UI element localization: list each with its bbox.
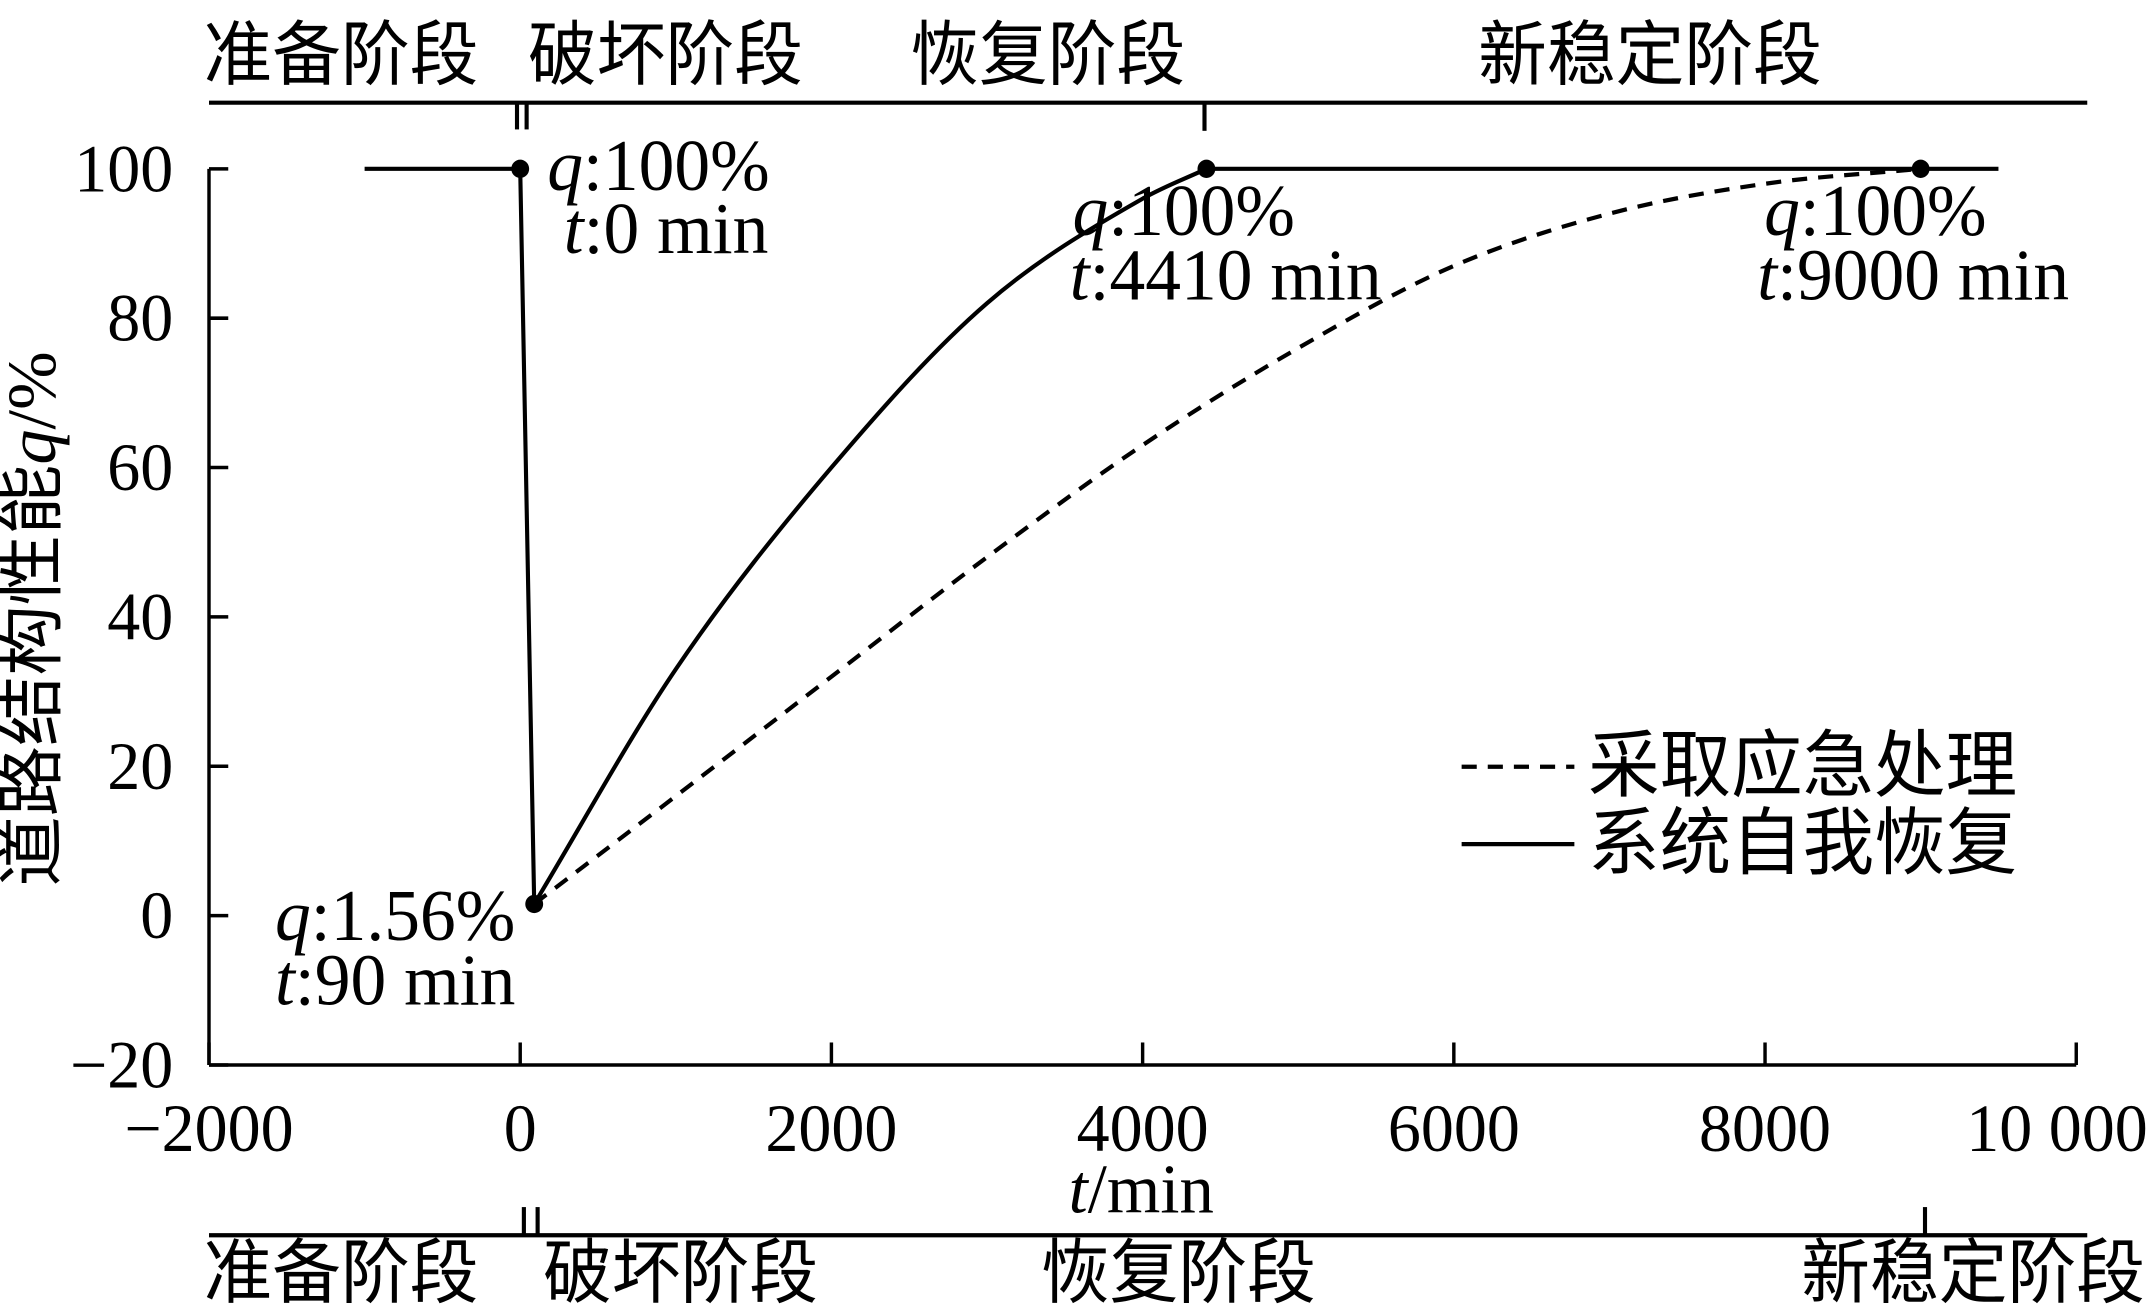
series-line-dashed <box>532 166 1921 906</box>
phase-top-new-stable: 新稳定阶段 <box>1478 17 1822 95</box>
annotation-q-minimum: q:1.56% <box>275 875 515 956</box>
y-axis-label: 道路结构性能q/% <box>0 351 71 886</box>
phase-top-recovery: 恢复阶段 <box>910 17 1185 95</box>
phase-top-preparation: 准备阶段 <box>204 17 479 95</box>
variable-symbol: q <box>275 875 311 956</box>
label-text: :100% <box>1108 170 1295 251</box>
label-text: /min <box>1088 1151 1214 1229</box>
key-point-marker <box>511 159 530 178</box>
key-point-marker <box>1911 159 1930 178</box>
y-tick-label: −20 <box>70 1029 173 1103</box>
label-text: :100% <box>583 125 770 206</box>
phase-bar-bottom: 准备阶段 破坏阶段 恢复阶段 新稳定阶段 <box>204 1207 2145 1313</box>
variable-symbol: q <box>547 125 583 206</box>
series-line-solid <box>364 166 1999 906</box>
phase-bottom-recovery: 恢复阶段 <box>1041 1235 1316 1313</box>
phase-bottom-preparation: 准备阶段 <box>204 1235 479 1313</box>
x-tick-label: 6000 <box>1388 1092 1520 1166</box>
axes: −2000 0 2000 4000 6000 8000 10 000 −20 0 20 40 60 8… <box>0 133 2148 1229</box>
annotation-q-emergency-recovered: q:100% <box>1764 170 1986 251</box>
annotation-t-self-recovered: t:4410 min <box>1070 235 1382 316</box>
key-point-marker <box>525 894 544 914</box>
annotation-t-emergency-recovered: t:9000 min <box>1757 235 2069 316</box>
x-ticks: −2000 0 2000 4000 6000 8000 10 000 <box>124 1042 2148 1166</box>
annotation-t-minimum: t:90 min <box>275 940 515 1021</box>
y-tick-label: 100 <box>74 133 173 207</box>
x-axis-label: t/min <box>1069 1151 1214 1229</box>
variable-symbol: t <box>564 189 586 270</box>
label-text: 道路结构性能 <box>0 465 71 887</box>
legend: 采取应急处理 系统自我恢复 <box>1461 726 2017 884</box>
label-text: /% <box>0 351 71 429</box>
variable-symbol: t <box>1069 1151 1090 1229</box>
y-tick-label: 80 <box>107 282 173 356</box>
variable-symbol: t <box>1757 235 1779 316</box>
x-tick-label: 8000 <box>1699 1092 1831 1166</box>
annotation-t-start: t:0 min <box>564 189 769 270</box>
y-tick-label: 60 <box>107 431 173 505</box>
variable-symbol: t <box>275 940 297 1021</box>
x-tick-label: −2000 <box>124 1092 293 1166</box>
series-layer <box>364 166 1999 906</box>
label-text: :0 min <box>584 189 769 270</box>
x-tick-label: 2000 <box>765 1092 897 1166</box>
variable-symbol: q <box>1764 170 1800 251</box>
variable-symbol: t <box>1070 235 1092 316</box>
variable-symbol: q <box>0 429 71 464</box>
label-text: :9000 min <box>1777 235 2069 316</box>
x-tick-label: 10 000 <box>1966 1092 2147 1166</box>
phase-bottom-damage: 破坏阶段 <box>543 1235 818 1313</box>
legend-label-emergency: 采取应急处理 <box>1588 726 2017 807</box>
y-ticks: −20 0 20 40 60 80 100 <box>70 133 229 1103</box>
y-tick-label: 20 <box>107 730 173 804</box>
key-points <box>511 159 1930 914</box>
phase-bottom-new-stable: 新稳定阶段 <box>1801 1235 2145 1313</box>
label-text: :90 min <box>295 940 515 1021</box>
y-tick-label: 40 <box>107 581 173 655</box>
label-text: :100% <box>1800 170 1987 251</box>
label-text: :4410 min <box>1090 235 1382 316</box>
label-text: :1.56% <box>311 875 516 956</box>
legend-label-self-recovery: 系统自我恢复 <box>1588 803 2017 884</box>
x-tick-label: 0 <box>504 1092 537 1166</box>
annotations: q:100% t:0 min q:1.56% t:90 min q:100% t… <box>275 125 2069 1020</box>
phase-bar-top: 准备阶段 破坏阶段 恢复阶段 新稳定阶段 <box>204 17 2088 131</box>
y-tick-label: 0 <box>140 879 173 953</box>
key-point-marker <box>1197 159 1216 178</box>
annotation-q-self-recovered: q:100% <box>1073 170 1295 251</box>
phase-top-damage: 破坏阶段 <box>528 17 803 95</box>
annotation-q-start: q:100% <box>547 125 769 206</box>
variable-symbol: q <box>1073 170 1109 251</box>
x-tick-label: 4000 <box>1077 1092 1209 1166</box>
